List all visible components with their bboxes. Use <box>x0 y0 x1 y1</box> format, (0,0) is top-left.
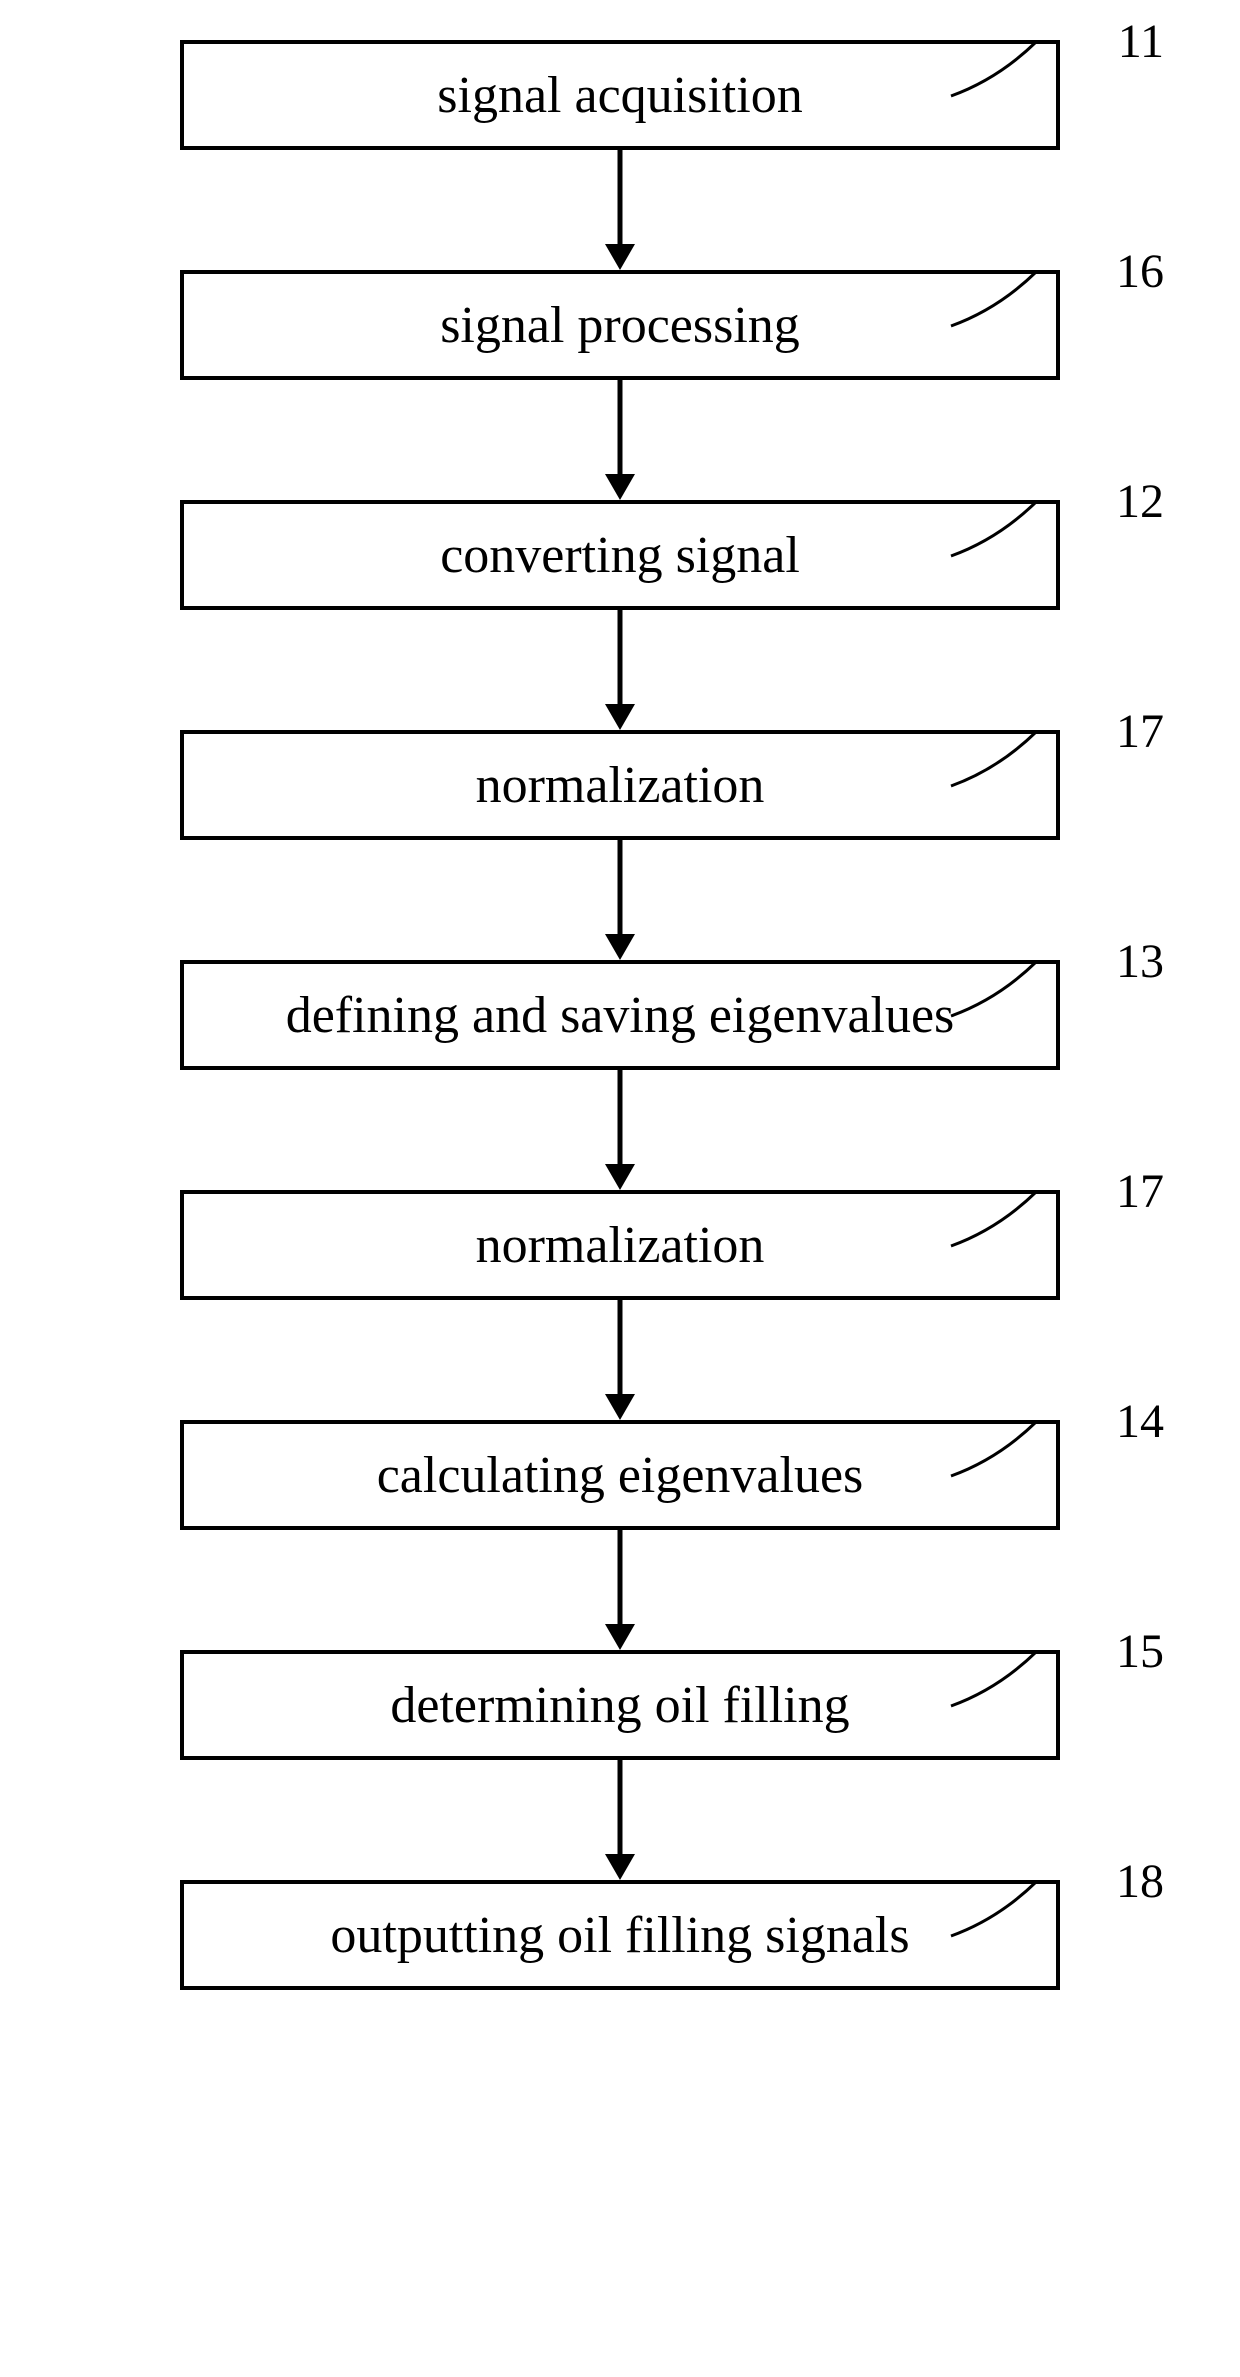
step-row: outputting oil filling signals18 <box>20 1880 1220 1990</box>
step-number: 11 <box>1118 14 1164 69</box>
callout-curve <box>946 264 1076 334</box>
callout-curve <box>946 724 1076 794</box>
step-row: normalization17 <box>20 1190 1220 1300</box>
flowchart-box: signal acquisition11 <box>180 40 1060 150</box>
flowchart-box: outputting oil filling signals18 <box>180 1880 1060 1990</box>
step-row: determining oil filling15 <box>20 1650 1220 1760</box>
callout-curve <box>946 494 1076 564</box>
flowchart-container: signal acquisition11signal processing16c… <box>20 40 1220 1990</box>
step-number: 18 <box>1116 1854 1164 1909</box>
step-number: 12 <box>1116 474 1164 529</box>
step-row: signal processing16 <box>20 270 1220 380</box>
step-number: 15 <box>1116 1624 1164 1679</box>
arrow <box>20 380 1220 500</box>
callout-curve <box>946 1644 1076 1714</box>
arrow <box>20 1300 1220 1420</box>
step-row: signal acquisition11 <box>20 40 1220 150</box>
box-label: signal processing <box>440 296 800 355</box>
step-number: 13 <box>1116 934 1164 989</box>
flowchart-box: signal processing16 <box>180 270 1060 380</box>
callout-curve <box>946 1874 1076 1944</box>
box-label: converting signal <box>440 526 800 585</box>
arrow <box>20 840 1220 960</box>
step-number: 17 <box>1116 704 1164 759</box>
box-label: normalization <box>476 756 765 815</box>
step-number: 14 <box>1116 1394 1164 1449</box>
callout-curve <box>946 1184 1076 1254</box>
flowchart-box: normalization17 <box>180 730 1060 840</box>
box-label: signal acquisition <box>437 66 802 125</box>
flowchart-box: determining oil filling15 <box>180 1650 1060 1760</box>
step-row: defining and saving eigenvalues13 <box>20 960 1220 1070</box>
flowchart-box: defining and saving eigenvalues13 <box>180 960 1060 1070</box>
arrow <box>20 1760 1220 1880</box>
box-label: calculating eigenvalues <box>377 1446 864 1505</box>
arrow <box>20 610 1220 730</box>
callout-curve <box>946 34 1076 104</box>
flowchart-box: calculating eigenvalues14 <box>180 1420 1060 1530</box>
box-label: determining oil filling <box>390 1676 849 1735</box>
flowchart-box: converting signal12 <box>180 500 1060 610</box>
step-number: 16 <box>1116 244 1164 299</box>
callout-curve <box>946 954 1076 1024</box>
arrow <box>20 150 1220 270</box>
arrow <box>20 1070 1220 1190</box>
box-label: outputting oil filling signals <box>330 1906 909 1965</box>
arrow <box>20 1530 1220 1650</box>
callout-curve <box>946 1414 1076 1484</box>
flowchart-box: normalization17 <box>180 1190 1060 1300</box>
step-number: 17 <box>1116 1164 1164 1219</box>
box-label: normalization <box>476 1216 765 1275</box>
step-row: converting signal12 <box>20 500 1220 610</box>
box-label: defining and saving eigenvalues <box>286 986 955 1045</box>
step-row: calculating eigenvalues14 <box>20 1420 1220 1530</box>
step-row: normalization17 <box>20 730 1220 840</box>
